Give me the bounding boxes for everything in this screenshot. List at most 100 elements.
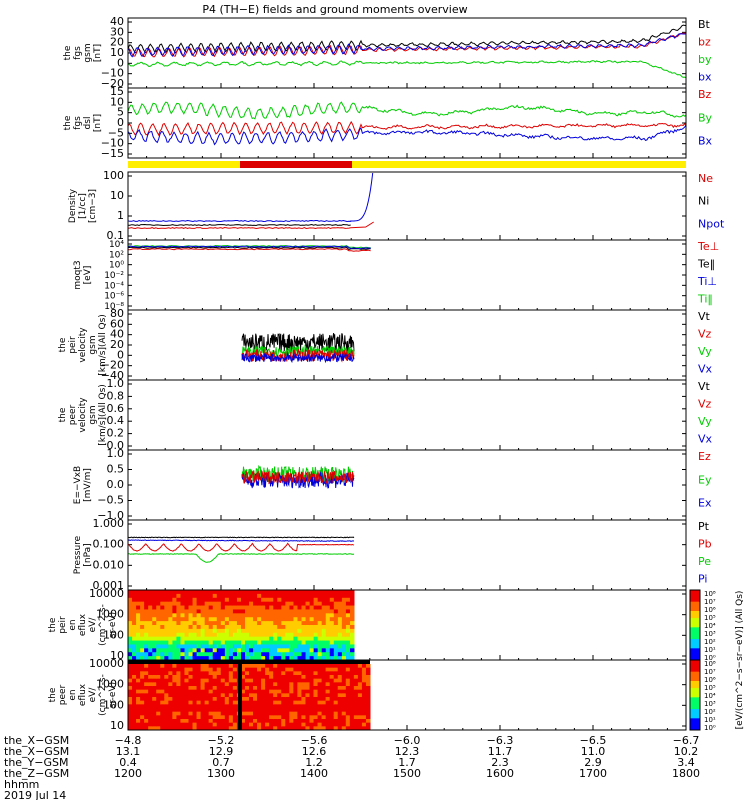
- xaxis-value: 1600: [486, 767, 514, 780]
- peir-eflux-cell: [132, 605, 137, 610]
- peer-eflux-cell: [160, 664, 165, 669]
- peir-eflux-cell: [337, 621, 343, 626]
- peer-eflux-cell: [228, 708, 234, 713]
- peer-eflux-cell: [216, 715, 222, 720]
- legend-Vt: Vt: [698, 310, 711, 323]
- peer-eflux-cell: [192, 708, 198, 713]
- peer-eflux-cell: [144, 675, 149, 680]
- peer-eflux-cell: [160, 722, 165, 727]
- peer-eflux-cell: [148, 704, 153, 709]
- peer-eflux-cell: [365, 711, 371, 716]
- peir-eflux-cell: [289, 636, 294, 642]
- peir-eflux-cell: [192, 609, 198, 614]
- peer-eflux-cell: [192, 664, 198, 669]
- peer-eflux-cell: [160, 726, 165, 731]
- peir-eflux-cell: [281, 648, 286, 653]
- peer-eflux-cell: [249, 711, 254, 716]
- legend-Te‖: Te‖: [697, 258, 715, 271]
- peir-eflux-cell: [321, 609, 327, 614]
- peer-eflux-gap: [238, 660, 242, 730]
- peir-eflux-cell: [236, 632, 242, 638]
- peer-eflux-cell: [240, 689, 246, 694]
- colorbar-cell: [690, 648, 700, 652]
- legend-Vz: Vz: [698, 398, 712, 411]
- peir-eflux-cell: [224, 593, 230, 599]
- peir-eflux-cell: [325, 593, 331, 599]
- peer-eflux-cell: [365, 726, 371, 731]
- peir-eflux-cell: [289, 605, 294, 610]
- peir-eflux-cell: [188, 640, 194, 645]
- peer-eflux-cell: [224, 682, 230, 687]
- colorbar-cell: [690, 725, 700, 729]
- peir-eflux-cell: [249, 628, 254, 634]
- peir-eflux-cell: [329, 613, 335, 618]
- colorbar-tick: 10²: [704, 708, 716, 716]
- panel-frame: [127, 659, 687, 731]
- peer-eflux-cell: [168, 722, 173, 727]
- peir-eflux-cell: [241, 593, 246, 599]
- peir-eflux-cell: [128, 644, 133, 649]
- peer-eflux-cell: [164, 693, 169, 698]
- peer-eflux-cell: [285, 697, 290, 702]
- peir-eflux-cell: [301, 648, 307, 653]
- peer-eflux-cell: [200, 726, 206, 731]
- peir-eflux-cell: [349, 601, 355, 607]
- peer-eflux-cell: [180, 704, 185, 709]
- peer-eflux-cell: [269, 693, 274, 698]
- peer-eflux-cell: [224, 715, 230, 720]
- peer-eflux-cell: [144, 719, 149, 724]
- colorbar-cell: [690, 688, 700, 691]
- peir-eflux-cell: [325, 644, 331, 649]
- peir-eflux-cell: [132, 625, 137, 630]
- peir-eflux-cell: [148, 621, 153, 626]
- peer-eflux-cell: [152, 667, 157, 672]
- xaxis-value: 1400: [300, 767, 328, 780]
- peer-eflux-cell: [232, 719, 238, 724]
- colorbar-cell: [690, 604, 700, 607]
- peer-eflux-cell: [172, 719, 177, 724]
- peir-eflux-cell: [269, 590, 274, 595]
- peer-eflux-cell: [333, 719, 339, 724]
- peir-eflux-cell: [265, 648, 270, 653]
- peer-eflux-cell: [317, 678, 323, 683]
- peer-eflux-cell: [297, 664, 302, 669]
- peir-eflux-cell: [241, 609, 246, 614]
- peir-eflux-cell: [289, 597, 294, 603]
- peer-eflux-cell: [132, 667, 137, 672]
- peer-eflux-cell: [253, 675, 258, 680]
- peir-eflux-cell: [204, 621, 210, 626]
- peir-eflux-cell: [281, 593, 286, 599]
- colorbar-cell: [690, 627, 700, 631]
- peir-eflux-cell: [333, 597, 339, 603]
- peir-eflux-cell: [204, 609, 210, 614]
- peer-eflux-cell: [253, 678, 258, 683]
- peer-eflux-cell: [204, 689, 210, 694]
- peir-eflux-cell: [265, 601, 270, 607]
- peir-eflux-cell: [172, 640, 177, 645]
- peer-eflux-cell: [128, 715, 133, 720]
- peir-eflux-cell: [192, 640, 198, 645]
- peer-eflux-cell: [228, 686, 234, 691]
- peer-eflux-cell: [148, 693, 153, 698]
- peer-eflux-cell: [172, 711, 177, 716]
- ylabel-line: sr-eV): [108, 682, 118, 708]
- peir-eflux-cell: [257, 625, 262, 630]
- peer-eflux-cell: [337, 719, 343, 724]
- peir-eflux-cell: [172, 593, 177, 599]
- xaxis-row-label: the_Y−GSM: [4, 756, 69, 769]
- peer-eflux-cell: [156, 719, 161, 724]
- peir-eflux-cell: [180, 621, 185, 626]
- peir-eflux-cell: [168, 617, 173, 622]
- peir-eflux-cell: [148, 617, 153, 622]
- ytick-label: 15: [110, 85, 124, 98]
- peer-eflux-cell: [349, 682, 355, 687]
- peer-eflux-cell: [249, 726, 254, 731]
- peir-eflux-cell: [220, 636, 226, 642]
- peir-eflux-cell: [333, 636, 339, 642]
- peir-eflux-cell: [224, 590, 230, 595]
- peir-eflux-cell: [180, 644, 185, 649]
- peer-eflux-cell: [160, 675, 165, 680]
- peer-eflux-cell: [281, 719, 286, 724]
- peir-eflux-cell: [184, 628, 190, 634]
- peir-eflux-cell: [325, 590, 331, 595]
